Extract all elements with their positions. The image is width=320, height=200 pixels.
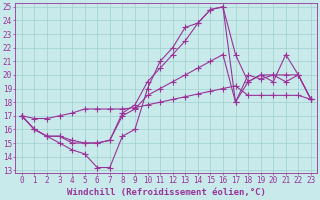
X-axis label: Windchill (Refroidissement éolien,°C): Windchill (Refroidissement éolien,°C) (67, 188, 266, 197)
